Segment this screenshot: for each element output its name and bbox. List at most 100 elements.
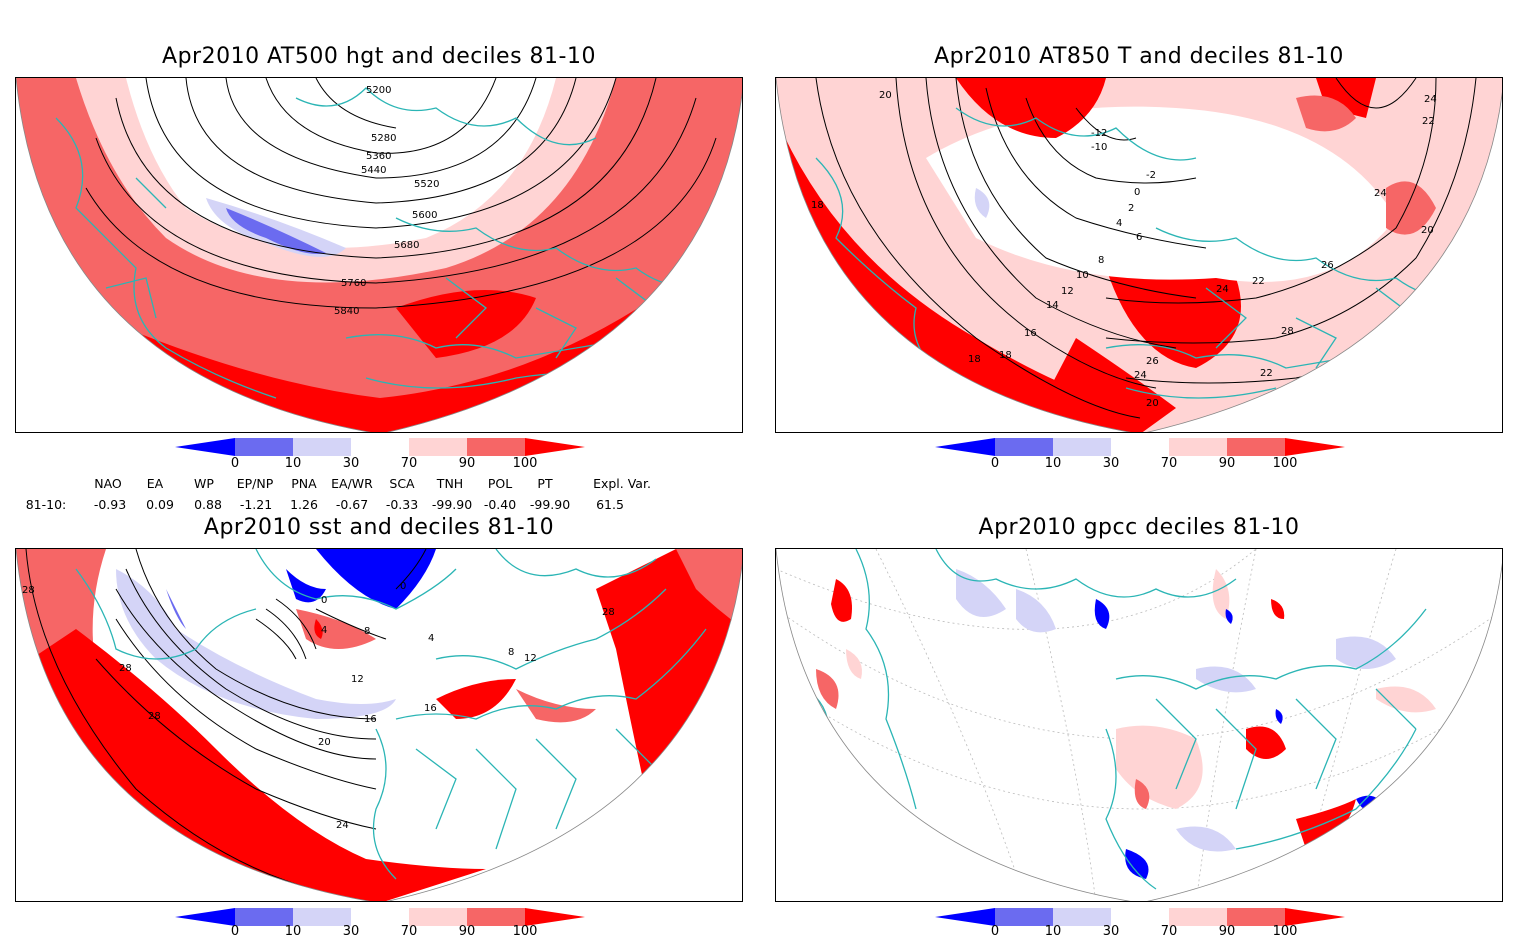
- index-value: -0.67: [335, 497, 369, 512]
- decile-fill-10-0: [226, 208, 326, 254]
- sst-contours: [25, 549, 427, 900]
- svg-text:26: 26: [1321, 260, 1334, 271]
- svg-text:24: 24: [1374, 188, 1387, 199]
- colorbar-label: 70: [400, 924, 418, 939]
- contour-labels: 28 28 28 0 0 4 8 12 16 16 20 24 28 4 8 1…: [22, 581, 615, 831]
- index-value: -0.33: [385, 497, 419, 512]
- index-name: EA/WR: [331, 476, 373, 491]
- svg-text:5280: 5280: [371, 133, 396, 144]
- svg-text:8: 8: [508, 647, 514, 658]
- map-hgt500-svg: 5200 5280 5360 5440 5520 5600 5680 5760 …: [16, 78, 742, 432]
- svg-text:18: 18: [811, 200, 824, 211]
- svg-text:2: 2: [1128, 203, 1134, 214]
- index-value: -0.93: [93, 497, 127, 512]
- indices-header-row: NAO EA WP EP/NP PNA EA/WR SCA TNH POL PT…: [0, 476, 760, 492]
- svg-text:-2: -2: [1146, 170, 1156, 181]
- map-hgt500: 5200 5280 5360 5440 5520 5600 5680 5760 …: [15, 77, 743, 433]
- colorbar-label: 70: [400, 456, 418, 471]
- svg-text:24: 24: [1424, 94, 1437, 105]
- svg-text:20: 20: [1146, 398, 1159, 409]
- panel-title-sst: Apr2010 sst and deciles 81-10: [203, 515, 555, 540]
- contour-labels: 5200 5280 5360 5440 5520 5600 5680 5760 …: [334, 85, 439, 317]
- colorbar-label: 100: [512, 924, 538, 939]
- colorbar-label: 90: [458, 924, 476, 939]
- svg-text:5760: 5760: [341, 278, 366, 289]
- svg-text:16: 16: [364, 714, 377, 725]
- index-name: PNA: [291, 476, 317, 491]
- coastlines: [805, 549, 1427, 890]
- height-contours: [85, 78, 717, 309]
- svg-text:5200: 5200: [366, 85, 391, 96]
- svg-text:28: 28: [119, 663, 132, 674]
- svg-text:5360: 5360: [366, 151, 391, 162]
- index-value: -1.21: [239, 497, 273, 512]
- colorbar-label: 90: [1218, 456, 1236, 471]
- svg-text:4: 4: [1116, 218, 1122, 229]
- colorbar-top-right: 0 10 30 70 90 100: [935, 438, 1345, 472]
- colorbar-label: 30: [342, 456, 360, 471]
- colorbar-bottom-right-svg: [935, 908, 1345, 926]
- colorbar-label: 30: [1102, 924, 1120, 939]
- index-value: 61.5: [596, 497, 624, 512]
- svg-text:0: 0: [1134, 187, 1140, 198]
- svg-text:5680: 5680: [394, 240, 419, 251]
- svg-text:20: 20: [318, 737, 331, 748]
- svg-text:24: 24: [1216, 284, 1229, 295]
- index-name: EP/NP: [236, 476, 274, 491]
- coastlines: [815, 107, 1477, 399]
- svg-text:16: 16: [424, 703, 437, 714]
- map-t850: 20 18 24 22 24 20 0 -2 2 4 6 8 10 12 14 …: [775, 77, 1503, 433]
- index-value: -99.90: [529, 497, 571, 512]
- colorbar-label: 0: [230, 924, 240, 939]
- index-row-label: 81-10:: [25, 497, 67, 512]
- colorbar-label: 0: [230, 456, 240, 471]
- index-name: EA: [146, 476, 164, 491]
- index-value: 1.26: [290, 497, 318, 512]
- svg-text:-10: -10: [1091, 142, 1107, 153]
- map-t850-svg: 20 18 24 22 24 20 0 -2 2 4 6 8 10 12 14 …: [776, 78, 1502, 432]
- svg-text:20: 20: [879, 90, 892, 101]
- index-name: Expl. Var.: [593, 476, 651, 491]
- svg-text:5440: 5440: [361, 165, 386, 176]
- colorbar-label: 10: [1044, 924, 1062, 939]
- svg-text:12: 12: [351, 674, 364, 685]
- index-value: 0.88: [194, 497, 222, 512]
- colorbar-label: 30: [1102, 456, 1120, 471]
- colorbar-label: 90: [1218, 924, 1236, 939]
- svg-text:24: 24: [1134, 370, 1147, 381]
- index-name: NAO: [94, 476, 122, 491]
- map-gpcc-svg: [776, 549, 1502, 901]
- index-name: PT: [537, 476, 553, 491]
- svg-text:8: 8: [364, 626, 370, 637]
- map-sst: 28 28 28 0 0 4 8 12 16 16 20 24 28 4 8 1…: [15, 548, 743, 902]
- colorbar-label: 0: [990, 456, 1000, 471]
- decile-fill-neutral: [926, 106, 1396, 282]
- indices-values-row: 81-10: -0.93 0.09 0.88 -1.21 1.26 -0.67 …: [0, 497, 760, 513]
- colorbar-bottom-right: 0 10 30 70 90 100: [935, 908, 1345, 940]
- colorbar-label: 30: [342, 924, 360, 939]
- svg-text:5840: 5840: [334, 306, 359, 317]
- svg-text:28: 28: [602, 607, 615, 618]
- colorbar-top-left-svg: [175, 438, 585, 456]
- colorbar-label: 0: [990, 924, 1000, 939]
- svg-text:22: 22: [1252, 276, 1265, 287]
- svg-text:5600: 5600: [412, 210, 437, 221]
- colorbar-label: 90: [458, 456, 476, 471]
- panel-title-gpcc: Apr2010 gpcc deciles 81-10: [978, 515, 1300, 540]
- colorbar-top-right-svg: [935, 438, 1345, 456]
- panel-title-t850: Apr2010 AT850 T and deciles 81-10: [934, 44, 1344, 69]
- colorbar-label: 10: [284, 924, 302, 939]
- svg-text:24: 24: [336, 820, 349, 831]
- colorbar-label: 10: [1044, 456, 1062, 471]
- svg-text:0: 0: [400, 581, 406, 592]
- svg-text:28: 28: [148, 711, 161, 722]
- svg-text:18: 18: [999, 350, 1012, 361]
- svg-text:12: 12: [1061, 286, 1074, 297]
- map-gpcc: [775, 548, 1503, 902]
- decile-fill-30-10: [206, 198, 346, 257]
- svg-text:4: 4: [428, 633, 434, 644]
- colorbar-bottom-left-svg: [175, 908, 585, 926]
- contour-labels: 20 18 24 22 24 20 0 -2 2 4 6 8 10 12 14 …: [811, 90, 1437, 409]
- svg-text:6: 6: [1136, 232, 1142, 243]
- svg-text:26: 26: [1146, 356, 1159, 367]
